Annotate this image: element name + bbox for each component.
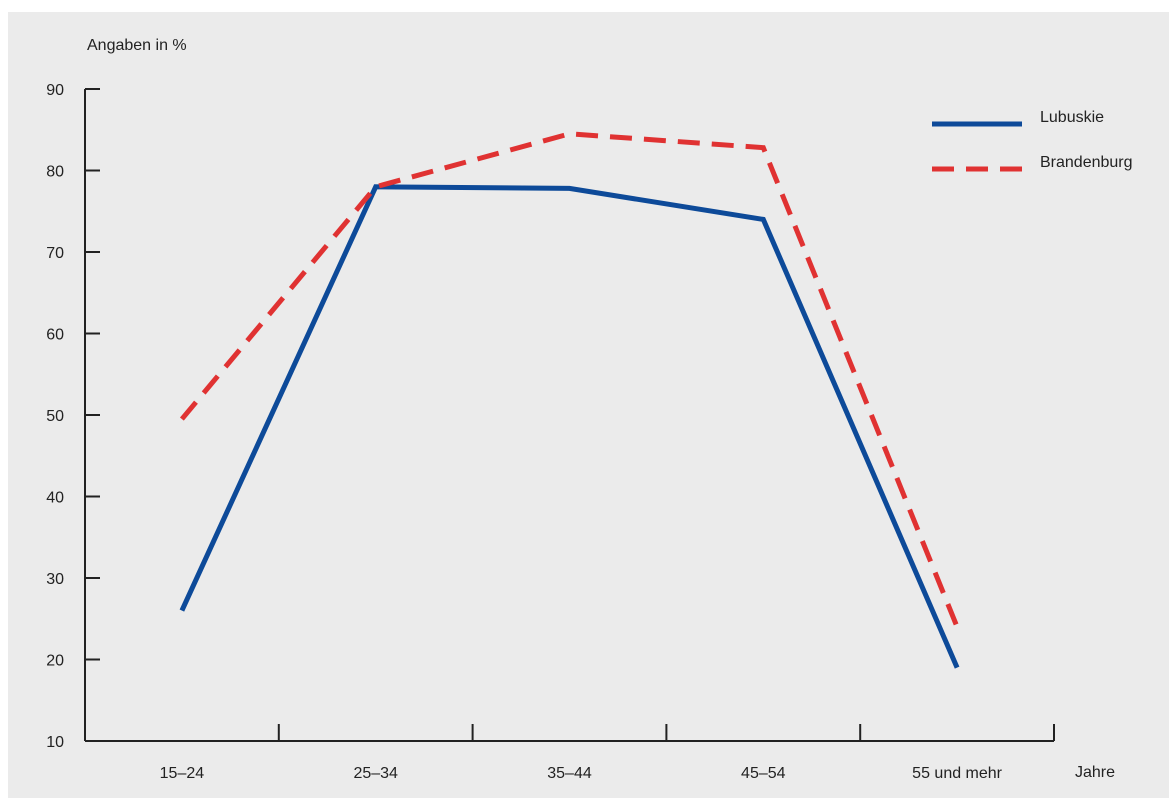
x-tick-label: 25–34: [353, 765, 398, 782]
x-tick-label: 45–54: [741, 765, 786, 782]
y-tick-label: 50: [46, 408, 64, 425]
y-tick-label: 10: [46, 734, 64, 751]
series-lines: [179, 131, 960, 669]
legend-label-brandenburg: Brandenburg: [1040, 154, 1133, 171]
y-tick-label: 60: [46, 327, 64, 344]
y-tick-label: 30: [46, 571, 64, 588]
y-tick-label: 90: [46, 82, 64, 99]
chart-panel: [8, 12, 1169, 798]
legend-label-lubuskie: Lubuskie: [1040, 109, 1104, 126]
series-line-lubuskie: [179, 184, 960, 669]
y-tick-label: 80: [46, 164, 64, 181]
x-axis-label: Jahre: [1075, 764, 1115, 781]
x-tick-label: 55 und mehr: [912, 765, 1003, 782]
series-line-brandenburg: [179, 131, 960, 628]
x-tick-label: 35–44: [547, 765, 592, 782]
y-axis-label: Angaben in %: [87, 37, 187, 54]
x-ticks: 15–24 25–34 35–44 45–54 55 und mehr: [160, 724, 1055, 782]
y-tick-label: 40: [46, 490, 64, 507]
y-tick-label: 70: [46, 245, 64, 262]
y-tick-label: 20: [46, 653, 64, 670]
legend: Lubuskie Brandenburg: [932, 109, 1133, 172]
y-ticks: 10 20 30 40 50 60 70 80 90: [46, 82, 100, 751]
x-tick-label: 15–24: [160, 765, 205, 782]
